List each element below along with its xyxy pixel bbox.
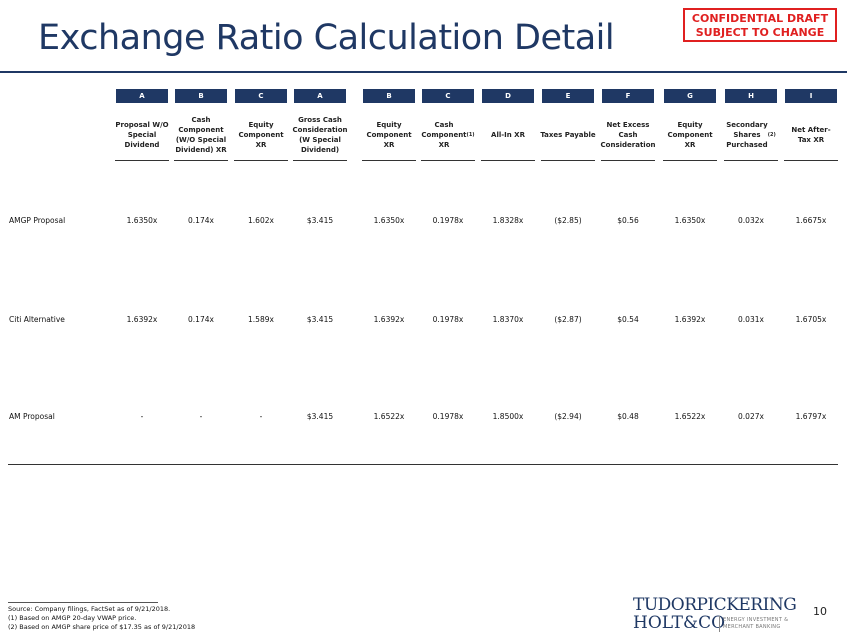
header-underline <box>724 160 778 161</box>
column-letter: I <box>785 89 837 103</box>
table-cell: 0.1978x <box>432 315 464 324</box>
column-letter: B <box>175 89 227 103</box>
column-letter: C <box>235 89 287 103</box>
row-label: AMGP Proposal <box>9 216 66 225</box>
table-cell: 1.6392x <box>674 315 706 324</box>
column-header: Gross Cash Consideration (W Special Divi… <box>292 116 348 154</box>
table-cell: 0.1978x <box>432 216 464 225</box>
table-cell: 0.027x <box>738 412 764 421</box>
column-header: Taxes Payable <box>540 131 596 139</box>
logo-line-2: HOLT&CO <box>633 613 726 633</box>
column-letter: B <box>363 89 415 103</box>
footnote-rule <box>8 602 158 603</box>
table-cell: $0.56 <box>617 216 639 225</box>
row-label: AM Proposal <box>9 412 55 421</box>
table-cell: 1.6705x <box>795 315 827 324</box>
table-cell: 1.6392x <box>373 315 405 324</box>
column-header: All-In XR <box>491 131 525 139</box>
footnote-1: (1) Based on AMGP 20-day VWAP price. <box>8 614 137 622</box>
confidential-badge: CONFIDENTIAL DRAFT SUBJECT TO CHANGE <box>683 8 837 42</box>
logo-divider <box>719 616 720 632</box>
header-underline <box>663 160 717 161</box>
footnote-2: (2) Based on AMGP share price of $17.35 … <box>8 623 196 631</box>
column-header: Equity Component XR <box>366 121 412 149</box>
column-header: Proposal W/O Special Dividend <box>115 121 169 149</box>
column-letter: C <box>422 89 474 103</box>
table-cell: 1.8370x <box>492 315 524 324</box>
header-underline <box>481 160 535 161</box>
row-label: Citi Alternative <box>9 315 65 324</box>
table-cell: 1.8500x <box>492 412 524 421</box>
column-letter: H <box>725 89 777 103</box>
table-cell: 1.6675x <box>795 216 827 225</box>
column-header: Cash Component (W/O Special Dividend) XR <box>175 116 227 154</box>
header-underline <box>421 160 475 161</box>
column-header: Cash Component XR (1) <box>421 121 475 149</box>
column-header: Secondary Shares Purchased (2) <box>726 121 776 149</box>
header-underline <box>293 160 347 161</box>
column-header: Net Excess Cash Consideration <box>600 121 656 149</box>
page-number: 10 <box>813 605 827 618</box>
table-cell: 1.602x <box>248 216 274 225</box>
table-cell: 1.8328x <box>492 216 524 225</box>
column-letter: A <box>294 89 346 103</box>
table-cell: $3.415 <box>306 216 334 225</box>
table-cell: $3.415 <box>306 315 334 324</box>
table-bottom-rule <box>8 464 838 465</box>
table-cell: ($2.87) <box>554 315 582 324</box>
column-header: Equity Component XR <box>667 121 713 149</box>
table-cell: 0.174x <box>188 216 214 225</box>
table-cell: 1.6797x <box>795 412 827 421</box>
column-letter: E <box>542 89 594 103</box>
header-underline <box>362 160 416 161</box>
table-cell: 1.6350x <box>674 216 706 225</box>
header-underline <box>541 160 595 161</box>
table-cell: - <box>199 412 203 421</box>
column-header: Net After- Tax XR <box>791 126 831 144</box>
table-cell: 1.6522x <box>373 412 405 421</box>
table-cell: 0.174x <box>188 315 214 324</box>
header-underline <box>601 160 655 161</box>
confidential-line-1: CONFIDENTIAL DRAFT <box>691 12 829 25</box>
column-letter: A <box>116 89 168 103</box>
table-cell: $0.48 <box>617 412 639 421</box>
table-cell: 0.1978x <box>432 412 464 421</box>
table-cell: ($2.85) <box>554 216 582 225</box>
table-cell: 1.6350x <box>373 216 405 225</box>
table-cell: 1.6350x <box>126 216 158 225</box>
header-underline <box>784 160 838 161</box>
header-underline <box>115 160 169 161</box>
table-cell: 1.6522x <box>674 412 706 421</box>
table-cell: $0.54 <box>617 315 639 324</box>
logo-line-1: TUDORPICKERING <box>633 595 797 615</box>
table-cell: ($2.94) <box>554 412 582 421</box>
column-letter: F <box>602 89 654 103</box>
page-title: Exchange Ratio Calculation Detail <box>38 18 615 58</box>
table-cell: 0.032x <box>738 216 764 225</box>
header-underline <box>234 160 288 161</box>
logo-sub-2: MERCHANT BANKING <box>723 624 781 630</box>
column-header: Equity Component XR <box>238 121 284 149</box>
logo-sub-1: ENERGY INVESTMENT & <box>723 617 789 623</box>
footnote-source: Source: Company filings, FactSet as of 9… <box>8 605 171 613</box>
column-letter: D <box>482 89 534 103</box>
confidential-line-2: SUBJECT TO CHANGE <box>695 26 825 39</box>
table-cell: 1.6392x <box>126 315 158 324</box>
column-letter: G <box>664 89 716 103</box>
header-underline <box>174 160 228 161</box>
table-cell: 0.031x <box>738 315 764 324</box>
title-rule <box>0 71 847 73</box>
table-cell: $3.415 <box>306 412 334 421</box>
table-cell: - <box>259 412 263 421</box>
table-cell: 1.589x <box>248 315 274 324</box>
table-cell: - <box>140 412 144 421</box>
